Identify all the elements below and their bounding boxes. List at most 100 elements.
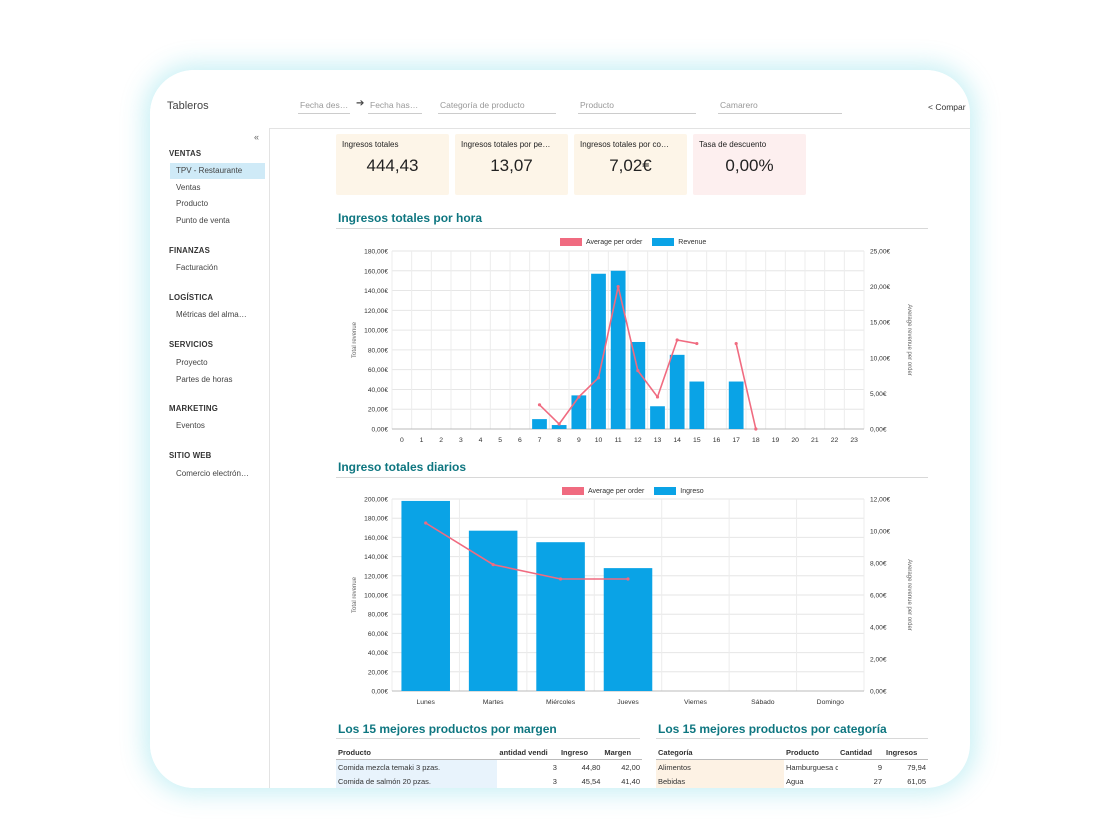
column-header-cantidad[interactable]: Cantidad: [838, 745, 884, 760]
bar: [650, 406, 665, 429]
cell-quantity: 3: [552, 776, 557, 786]
legend-swatch-average: [562, 487, 584, 495]
divider: [336, 477, 928, 478]
x-tick-label: 10: [595, 437, 603, 444]
average-point: [616, 285, 620, 289]
sidebar-item-ventas[interactable]: Ventas: [176, 183, 201, 192]
column-header-producto[interactable]: Producto: [336, 745, 498, 760]
hourly-chart-legend: Average per order Revenue: [560, 238, 706, 246]
y2-axis-title: Average revenue per order: [906, 559, 912, 631]
x-tick-label: 17: [732, 437, 740, 444]
bar: [401, 500, 450, 691]
cell-category: Alimentos: [656, 759, 784, 774]
margin-table: Producto antidad vendi Ingreso Margen Co…: [336, 745, 642, 788]
x-tick-label: 14: [673, 437, 681, 444]
y2-tick-label: 12,00€: [870, 497, 891, 504]
sidebar-item-producto[interactable]: Producto: [176, 199, 209, 208]
bar: [610, 270, 626, 429]
hourly-revenue-chart: 0,00€20,00€40,00€60,00€80,00€100,00€120,…: [352, 249, 912, 445]
average-point: [424, 521, 428, 525]
y-tick-label: 40,00€: [368, 650, 389, 657]
arrow-right-icon: ➔: [356, 98, 365, 109]
average-point: [754, 427, 758, 431]
average-point: [636, 369, 640, 373]
x-tick-label: 0: [400, 437, 404, 444]
average-point: [491, 563, 495, 567]
y2-tick-label: 0,00€: [870, 427, 887, 434]
y2-tick-label: 20,00€: [870, 284, 891, 291]
category-filter-field[interactable]: Categoría de producto: [438, 98, 556, 114]
average-point: [557, 422, 561, 426]
kpi-card-revenue-per-customer[interactable]: Ingresos totales por co… 7,02€: [574, 134, 687, 195]
average-point: [655, 395, 660, 399]
y-axis-title: Total revenue: [352, 576, 358, 613]
cell-revenue: 79,94: [907, 762, 926, 772]
x-tick-label: Domingo: [817, 699, 844, 706]
collapse-sidebar-icon[interactable]: «: [254, 132, 260, 142]
cell-quantity: 9: [877, 762, 882, 772]
category-table: Categoría Producto Cantidad Ingresos Ali…: [656, 745, 928, 788]
y-tick-label: 120,00€: [364, 573, 388, 580]
x-tick-label: 6: [518, 437, 522, 444]
sidebar-item-partes-de-horas[interactable]: Partes de horas: [176, 375, 233, 384]
y-tick-label: 80,00€: [368, 347, 389, 354]
column-header-ingresos[interactable]: Ingresos: [884, 745, 928, 760]
x-tick-label: 18: [752, 437, 760, 444]
y-tick-label: 140,00€: [364, 554, 388, 561]
y-tick-label: 20,00€: [368, 407, 389, 414]
sidebar-item-proyecto[interactable]: Proyecto: [176, 358, 208, 367]
sidebar-section-ventas: VENTAS: [169, 149, 202, 158]
sidebar-item-facturacion[interactable]: Facturación: [176, 263, 218, 272]
table-row[interactable]: Comida de salmón 20 pzas. 3 45,54 41,40: [336, 774, 642, 788]
sidebar-item-eventos[interactable]: Eventos: [176, 421, 205, 430]
table-row[interactable]: Alimentos Hamburguesa c 9 79,94: [656, 759, 928, 774]
divider: [336, 738, 640, 739]
legend-swatch-average: [560, 238, 582, 246]
kpi-value: 444,43: [366, 156, 419, 175]
kpi-card-total-revenue[interactable]: Ingresos totales 444,43: [336, 134, 449, 195]
sidebar-item-comercio-electronico[interactable]: Comercio electrón…: [176, 469, 249, 478]
cell-product: Comida mezcla temaki 3 pzas.: [336, 759, 498, 774]
column-header-producto[interactable]: Producto: [784, 745, 838, 760]
product-filter-field[interactable]: Producto: [578, 98, 696, 114]
x-tick-label: 7: [538, 437, 542, 444]
x-tick-label: 13: [654, 437, 662, 444]
sidebar-item-punto-de-venta[interactable]: Punto de venta: [176, 216, 230, 225]
sidebar-section-logistica: LOGÍSTICA: [169, 293, 214, 302]
sidebar-section-marketing: MARKETING: [169, 404, 219, 413]
table-row[interactable]: Comida mezcla temaki 3 pzas. 3 44,80 42,…: [336, 759, 642, 774]
column-header-cantidad[interactable]: antidad vendi: [497, 745, 559, 760]
page-title: Tableros: [167, 100, 209, 112]
average-point: [537, 403, 542, 407]
top-bar: Tableros Fecha des… ➔ Fecha has… Categor…: [150, 70, 970, 129]
x-tick-label: 22: [831, 437, 839, 444]
sidebar-item-metricas-almacen[interactable]: Métricas del alma…: [176, 310, 247, 319]
cell-category: Bebidas: [656, 774, 784, 788]
kpi-label: Ingresos totales por pe…: [461, 140, 551, 149]
bar: [532, 419, 547, 429]
cell-product: Agua: [786, 776, 804, 786]
bar: [630, 341, 646, 429]
y2-tick-label: 5,00€: [870, 391, 887, 398]
y2-tick-label: 25,00€: [870, 249, 891, 256]
kpi-card-discount-rate[interactable]: Tasa de descuento 0,00%: [693, 134, 806, 195]
column-header-categoria[interactable]: Categoría: [656, 745, 784, 760]
column-header-ingreso[interactable]: Ingreso: [558, 745, 603, 760]
x-tick-label: 12: [634, 437, 642, 444]
average-point: [626, 577, 630, 581]
share-icon: <: [928, 102, 933, 112]
date-from-field[interactable]: Fecha des…: [298, 98, 350, 114]
waiter-filter-field[interactable]: Camarero: [718, 98, 842, 114]
y-axis-title: Total revenue: [352, 321, 358, 358]
legend-label-ingreso: Ingreso: [680, 487, 704, 495]
kpi-card-revenue-per-order[interactable]: Ingresos totales por pe… 13,07: [455, 134, 568, 195]
cell-revenue: 61,05: [907, 776, 926, 786]
date-to-field[interactable]: Fecha has…: [368, 98, 422, 114]
table-row[interactable]: Bebidas Agua 27 61,05: [656, 774, 928, 788]
y2-tick-label: 10,00€: [870, 355, 891, 362]
column-header-margen[interactable]: Margen: [602, 745, 642, 760]
sidebar-item-tpv-restaurante[interactable]: TPV - Restaurante: [170, 163, 265, 179]
x-tick-label: Jueves: [617, 699, 639, 706]
share-button[interactable]: < Compar: [928, 102, 966, 112]
average-point: [734, 341, 738, 346]
